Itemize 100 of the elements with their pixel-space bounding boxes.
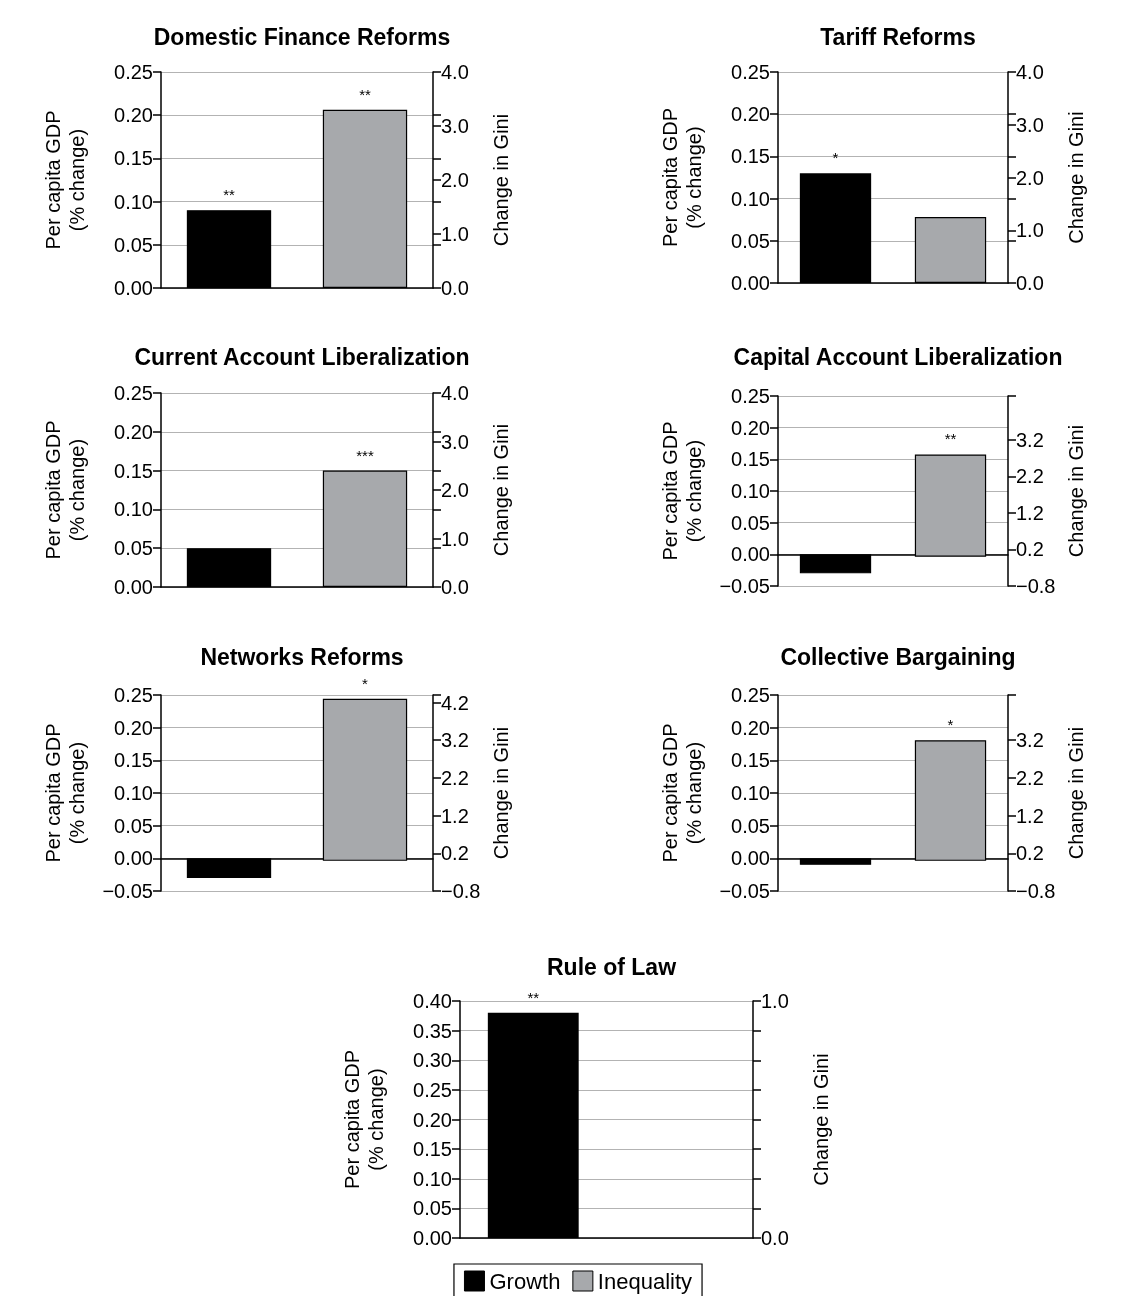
y-axis-title: Per capita GDP (% change)	[659, 421, 705, 561]
y-axis-title: Per capita GDP (% change)	[341, 1050, 387, 1189]
y-tick-label: −0.05	[719, 575, 770, 597]
y-tick-label: 0.00	[114, 576, 153, 598]
data-label: **	[527, 988, 540, 1006]
y-tick-label: 0.20	[114, 420, 153, 443]
y-tick-label: 0.25	[731, 684, 770, 706]
y2-tick-label: −0.8	[1016, 880, 1056, 902]
y-tick-label: 0.15	[731, 145, 770, 168]
y-tick-label: 0.15	[114, 459, 153, 482]
y-tick-label: 0.00	[413, 1227, 452, 1249]
y2-tick-label: 4.2	[441, 691, 469, 714]
y-tick-label: 0.00	[731, 543, 770, 566]
y-tick-label: 0.15	[731, 749, 770, 772]
y-tick-label: 0.05	[413, 1197, 452, 1220]
y2-tick-label: −0.8	[1016, 575, 1056, 597]
y2-tick-label: 2.2	[441, 766, 469, 789]
chart-title: Capital Account Liberalization	[733, 343, 1063, 370]
y2-tick-label: 2.0	[441, 169, 469, 191]
chart-title: Collective Bargaining	[780, 643, 1016, 670]
data-label: **	[223, 186, 235, 204]
y-tick-label: 0.20	[114, 716, 153, 739]
chart-title: Tariff Reforms	[820, 23, 976, 50]
y2-tick-label: 0.0	[1016, 272, 1044, 294]
y2-tick-label: 0.0	[441, 576, 469, 598]
chart-title: Current Account Liberalization	[134, 343, 470, 370]
y2-tick-label: 3.0	[1016, 113, 1044, 136]
chart-title: Networks Reforms	[200, 643, 404, 670]
data-label: ***	[356, 446, 374, 464]
y2-tick-label: 2.0	[441, 479, 469, 501]
y2-axis-title: Change in Gini	[1065, 111, 1087, 244]
y2-tick-label: 0.2	[1016, 538, 1044, 561]
y-tick-label: 0.10	[731, 480, 770, 502]
y-tick-label: 0.35	[413, 1019, 452, 1042]
y2-tick-label: 1.0	[441, 223, 469, 245]
y-tick-label: 0.05	[114, 233, 153, 256]
y2-tick-label: 0.2	[441, 842, 469, 865]
data-label: *	[362, 674, 369, 692]
y2-axis-title: Change in Gini	[490, 726, 512, 860]
y-tick-label: 0.10	[114, 498, 153, 521]
y-tick-label: 0.00	[114, 277, 153, 299]
y-axis-title: Per capita GDP (% change)	[42, 110, 88, 250]
data-label: *	[832, 149, 839, 167]
y2-tick-label: 0.0	[441, 277, 469, 299]
y2-tick-label: 1.2	[1016, 501, 1044, 524]
y-tick-label: 0.25	[413, 1078, 452, 1101]
y-tick-label: 0.05	[731, 814, 770, 837]
y-tick-label: 0.25	[731, 385, 770, 407]
y2-tick-label: 1.0	[1016, 219, 1044, 242]
y2-tick-label: 0.2	[1016, 842, 1044, 865]
y2-tick-label: 2.2	[1016, 465, 1044, 488]
y2-axis-title: Change in Gini	[490, 423, 512, 557]
y2-tick-label: 1.0	[761, 990, 789, 1012]
y-tick-label: −0.05	[719, 880, 770, 902]
y-tick-label: 0.25	[114, 382, 153, 404]
y-tick-label: 0.10	[731, 782, 770, 804]
y2-tick-label: 3.2	[1016, 729, 1044, 752]
y-tick-label: 0.10	[413, 1167, 452, 1190]
y-tick-label: 0.00	[114, 847, 153, 870]
y-tick-label: 0.00	[731, 847, 770, 870]
y-tick-label: 0.05	[114, 814, 153, 837]
y2-tick-label: −0.8	[441, 880, 481, 902]
y2-tick-label: 1.2	[441, 804, 469, 827]
y-tick-label: 0.10	[114, 782, 153, 804]
y-axis-title: Per capita GDP (% change)	[42, 420, 88, 560]
y-tick-label: 0.20	[413, 1108, 452, 1131]
legend-label: Inequality	[597, 1268, 693, 1294]
y2-tick-label: 4.0	[441, 382, 469, 404]
legend-label: Growth	[489, 1268, 561, 1294]
y2-tick-label: 4.0	[441, 61, 469, 83]
y2-tick-label: 3.2	[441, 729, 469, 752]
y2-tick-label: 3.2	[1016, 428, 1044, 451]
y-tick-label: −0.05	[102, 880, 153, 902]
data-label: **	[944, 430, 957, 448]
y-tick-label: 0.05	[731, 229, 770, 252]
y-tick-label: 0.15	[114, 147, 153, 170]
y2-axis-title: Change in Gini	[1065, 424, 1087, 558]
y2-tick-label: 2.2	[1016, 766, 1044, 789]
y2-tick-label: 2.0	[1016, 166, 1044, 189]
y-tick-label: 0.10	[114, 190, 153, 213]
y-axis-title: Per capita GDP (% change)	[659, 108, 705, 247]
y-tick-label: 0.15	[114, 749, 153, 772]
y2-tick-label: 1.0	[441, 527, 469, 550]
y-tick-label: 0.25	[731, 61, 770, 83]
y2-tick-label: 0.0	[761, 1227, 789, 1249]
y-tick-label: 0.05	[731, 511, 770, 534]
y-axis-title: Per capita GDP (% change)	[42, 723, 88, 863]
y-tick-label: 0.25	[114, 684, 153, 706]
y2-axis-title: Change in Gini	[1065, 726, 1087, 860]
data-label: **	[359, 85, 371, 103]
y-tick-label: 0.20	[731, 103, 770, 126]
y2-tick-label: 1.2	[1016, 804, 1044, 827]
y2-axis-title: Change in Gini	[490, 113, 512, 247]
y-tick-label: 0.25	[114, 61, 153, 83]
y-tick-label: 0.05	[114, 537, 153, 560]
y-tick-label: 0.30	[413, 1049, 452, 1072]
chart-title: Domestic Finance Reforms	[153, 23, 451, 50]
y2-axis-title: Change in Gini	[810, 1053, 832, 1186]
y-tick-label: 0.10	[731, 187, 770, 210]
y-tick-label: 0.20	[114, 104, 153, 127]
